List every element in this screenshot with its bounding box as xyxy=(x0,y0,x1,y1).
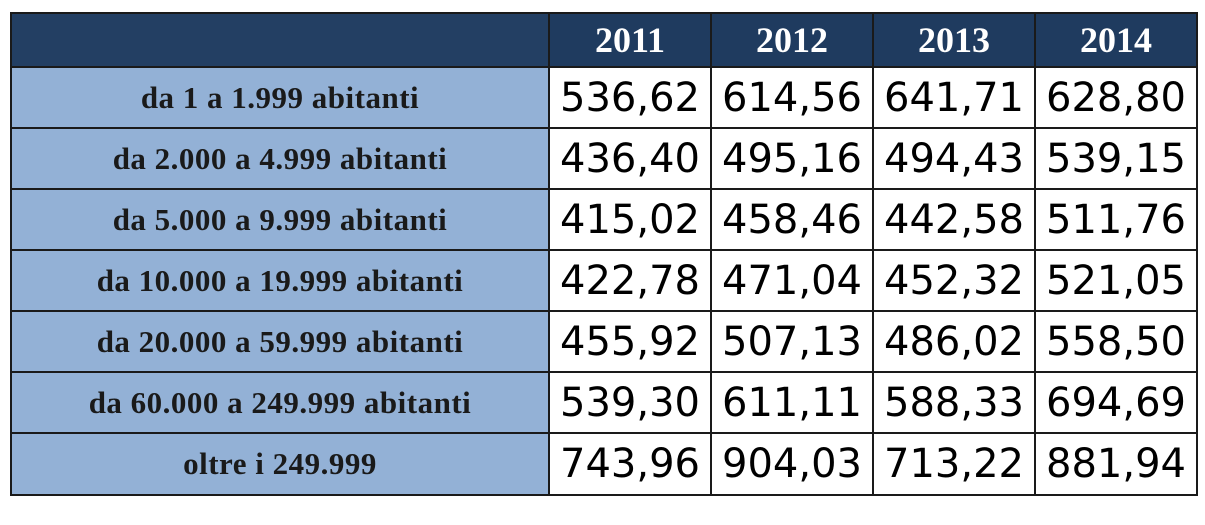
value-cell: 436,40 xyxy=(548,127,712,190)
value-cell: 641,71 xyxy=(872,66,1036,129)
value-cell: 536,62 xyxy=(548,66,712,129)
value-cell: 495,16 xyxy=(710,127,874,190)
header-row: 2011 2012 2013 2014 xyxy=(10,12,1198,68)
value-cell: 614,56 xyxy=(710,66,874,129)
value-cell: 743,96 xyxy=(548,432,712,496)
value-cell: 415,02 xyxy=(548,188,712,251)
value-cell: 611,11 xyxy=(710,371,874,434)
header-corner-cell xyxy=(10,12,550,68)
value-cell: 713,22 xyxy=(872,432,1036,496)
value-cell: 452,32 xyxy=(872,249,1036,312)
row-label: da 2.000 a 4.999 abitanti xyxy=(10,127,550,190)
column-header-2013: 2013 xyxy=(872,12,1036,68)
row-label: oltre i 249.999 xyxy=(10,432,550,496)
value-cell: 507,13 xyxy=(710,310,874,373)
column-header-2014: 2014 xyxy=(1034,12,1198,68)
value-cell: 471,04 xyxy=(710,249,874,312)
table-row: da 20.000 a 59.999 abitanti 455,92 507,1… xyxy=(10,310,1198,373)
table-row: da 2.000 a 4.999 abitanti 436,40 495,16 … xyxy=(10,127,1198,190)
value-cell: 458,46 xyxy=(710,188,874,251)
value-cell: 494,43 xyxy=(872,127,1036,190)
row-label: da 20.000 a 59.999 abitanti xyxy=(10,310,550,373)
value-cell: 558,50 xyxy=(1034,310,1198,373)
value-cell: 442,58 xyxy=(872,188,1036,251)
table-row: da 5.000 a 9.999 abitanti 415,02 458,46 … xyxy=(10,188,1198,251)
row-label: da 5.000 a 9.999 abitanti xyxy=(10,188,550,251)
value-cell: 422,78 xyxy=(548,249,712,312)
column-header-2012: 2012 xyxy=(710,12,874,68)
value-cell: 904,03 xyxy=(710,432,874,496)
value-cell: 628,80 xyxy=(1034,66,1198,129)
table-row: da 60.000 a 249.999 abitanti 539,30 611,… xyxy=(10,371,1198,434)
table-row: da 10.000 a 19.999 abitanti 422,78 471,0… xyxy=(10,249,1198,312)
row-label: da 60.000 a 249.999 abitanti xyxy=(10,371,550,434)
value-cell: 511,76 xyxy=(1034,188,1198,251)
value-cell: 539,30 xyxy=(548,371,712,434)
value-cell: 539,15 xyxy=(1034,127,1198,190)
column-header-2011: 2011 xyxy=(548,12,712,68)
value-cell: 588,33 xyxy=(872,371,1036,434)
value-cell: 881,94 xyxy=(1034,432,1198,496)
table-row: oltre i 249.999 743,96 904,03 713,22 881… xyxy=(10,432,1198,496)
row-label: da 10.000 a 19.999 abitanti xyxy=(10,249,550,312)
value-cell: 486,02 xyxy=(872,310,1036,373)
value-cell: 694,69 xyxy=(1034,371,1198,434)
value-cell: 455,92 xyxy=(548,310,712,373)
row-label: da 1 a 1.999 abitanti xyxy=(10,66,550,129)
value-cell: 521,05 xyxy=(1034,249,1198,312)
data-table: 2011 2012 2013 2014 da 1 a 1.999 abitant… xyxy=(10,12,1198,496)
table-row: da 1 a 1.999 abitanti 536,62 614,56 641,… xyxy=(10,66,1198,129)
